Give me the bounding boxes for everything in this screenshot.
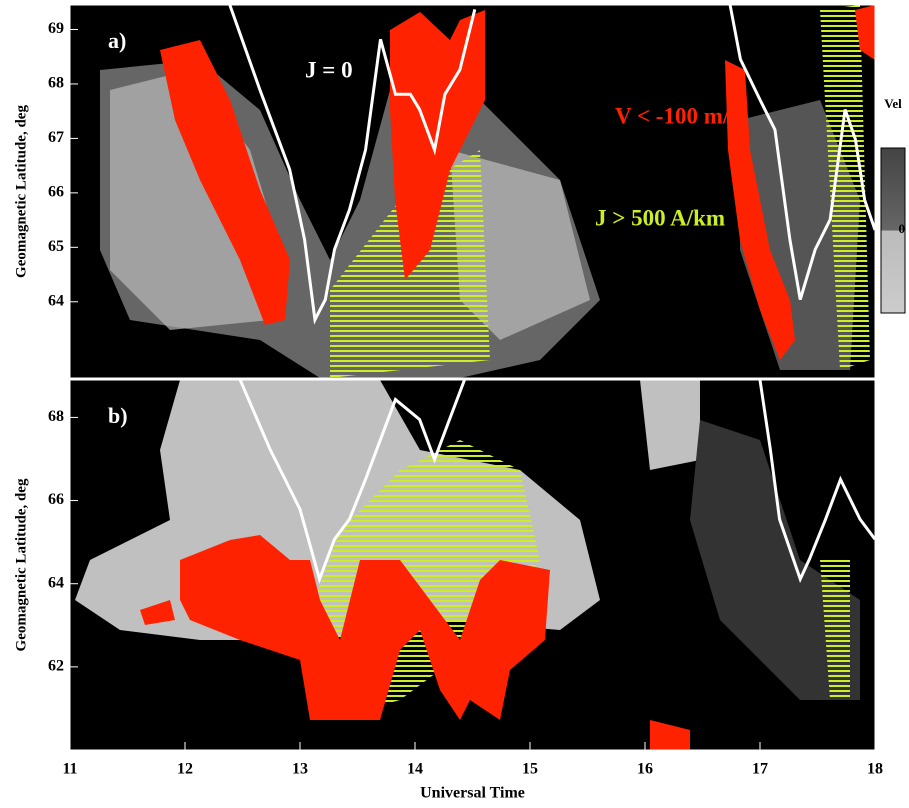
axes-frame [69, 379, 876, 751]
panel-label: a) [108, 28, 126, 53]
y-tick-label: 69 [48, 20, 64, 37]
annotation: J > 500 A/km [595, 205, 725, 230]
contour-line [758, 380, 875, 584]
colorbar-title: Vel [884, 96, 902, 111]
y-tick-label: 64 [48, 292, 64, 309]
y-tick-label: 65 [48, 238, 64, 255]
x-tick-label: 14 [407, 761, 423, 778]
x-tick-label: 11 [62, 761, 77, 778]
y-axis-label: Geomagnetic Latitude, deg [13, 478, 29, 651]
y-axis-label: Geomagnetic Latitude, deg [13, 105, 29, 278]
annotation: J = 0 [305, 57, 353, 82]
colorbar [880, 147, 906, 314]
x-tick-label: 15 [522, 761, 538, 778]
lines [238, 380, 875, 584]
contour-line [228, 5, 477, 325]
y-tick-label: 66 [48, 184, 64, 201]
contour-line [238, 380, 466, 584]
y-tick-label: 68 [48, 408, 64, 425]
contour-line [728, 5, 875, 301]
panel-b-fields [75, 380, 860, 750]
colorbar-tick-label: 0 [899, 221, 906, 236]
y-tick-label: 64 [48, 574, 64, 591]
y-tick-label: 62 [48, 658, 64, 675]
x-tick-label: 16 [637, 761, 653, 778]
panel-a-fields [100, 5, 875, 378]
x-tick-label: 13 [292, 761, 308, 778]
y-tick-label: 68 [48, 75, 64, 92]
annotation: V < -100 m/s [615, 103, 738, 128]
lines [228, 5, 875, 325]
x-axis-label: Universal Time [420, 785, 525, 802]
x-tick-label: 18 [867, 761, 883, 778]
x-tick-label: 17 [752, 761, 768, 778]
panel-label: b) [108, 403, 128, 428]
axes-frame [69, 4, 876, 379]
y-tick-label: 67 [48, 129, 64, 146]
x-tick-label: 12 [177, 761, 193, 778]
y-tick-label: 66 [48, 491, 64, 508]
